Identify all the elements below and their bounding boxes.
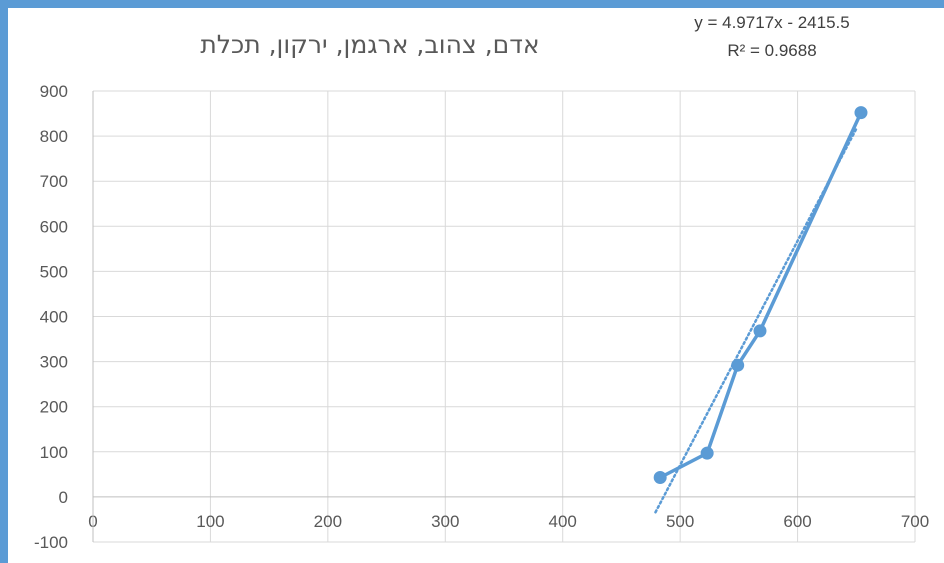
series-line: [659, 111, 863, 480]
y-tick-label: 500: [40, 262, 68, 281]
y-tick-label: 800: [40, 127, 68, 146]
data-point: [700, 446, 714, 460]
chart-frame: 0 100 200 300 400 500 600 700 900 800 700 600 500 400…: [8, 8, 944, 563]
x-tick-label: 400: [549, 512, 577, 531]
chart-title: אדם, צהוב, ארגמן, ירקון, תכלת: [200, 30, 539, 59]
x-tick-label: 200: [314, 512, 342, 531]
y-tick-label: 100: [40, 443, 68, 462]
axis-layer: 0 100 200 300 400 500 600 700 900 800 700 600 500 400…: [34, 82, 929, 552]
y-tick-label: 600: [40, 217, 68, 236]
y-tick-label: -100: [34, 533, 68, 552]
x-tick-label: 700: [901, 512, 929, 531]
y-tick-label: 0: [59, 488, 68, 507]
grid-layer: [93, 90, 916, 543]
data-point: [653, 471, 667, 485]
trendline-equation: y = 4.9717x - 2415.5: [694, 13, 849, 32]
series-layer: [653, 106, 868, 485]
x-tick-label: 100: [196, 512, 224, 531]
x-tick-label: 600: [783, 512, 811, 531]
x-tick-label: 500: [666, 512, 694, 531]
x-tick-label: 300: [431, 512, 459, 531]
y-tick-label: 400: [40, 308, 68, 327]
data-point: [854, 106, 868, 120]
y-tick-label: 200: [40, 398, 68, 417]
data-point: [731, 358, 745, 372]
data-point: [753, 324, 767, 338]
y-tick-label: 700: [40, 172, 68, 191]
y-tick-label: 900: [40, 82, 68, 101]
y-tick-label: 300: [40, 353, 68, 372]
chart-svg: 0 100 200 300 400 500 600 700 900 800 700 600 500 400…: [34, 13, 929, 552]
trendline-r-squared: R² = 0.9688: [727, 41, 816, 60]
